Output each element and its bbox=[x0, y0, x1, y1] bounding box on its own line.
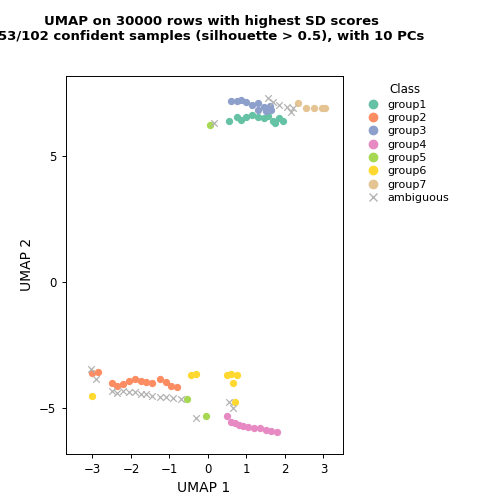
group2 bbox=[94, 368, 102, 376]
group1 bbox=[260, 114, 268, 122]
group4 bbox=[250, 424, 258, 432]
group7 bbox=[302, 104, 310, 112]
Legend: group1, group2, group3, group4, group5, group6, group7, ambiguous: group1, group2, group3, group4, group5, … bbox=[359, 81, 451, 205]
ambiguous bbox=[289, 104, 297, 112]
ambiguous bbox=[177, 395, 185, 403]
group4 bbox=[238, 422, 246, 430]
group1 bbox=[264, 112, 272, 120]
group2 bbox=[125, 376, 133, 385]
X-axis label: UMAP 1: UMAP 1 bbox=[177, 481, 231, 495]
ambiguous bbox=[125, 388, 133, 396]
group3 bbox=[248, 101, 256, 109]
group3 bbox=[260, 103, 268, 111]
group6 bbox=[231, 398, 239, 406]
ambiguous bbox=[225, 398, 233, 406]
group5 bbox=[202, 412, 210, 420]
ambiguous bbox=[137, 390, 145, 398]
group1 bbox=[242, 113, 250, 121]
group1 bbox=[233, 113, 241, 121]
group6 bbox=[227, 370, 235, 378]
ambiguous bbox=[283, 103, 291, 111]
ambiguous bbox=[287, 108, 295, 116]
ambiguous bbox=[264, 94, 272, 102]
ambiguous bbox=[108, 387, 116, 395]
group6 bbox=[233, 371, 241, 380]
ambiguous bbox=[275, 101, 283, 109]
group2 bbox=[131, 375, 139, 384]
group2 bbox=[88, 369, 96, 377]
group2 bbox=[113, 382, 121, 390]
group3 bbox=[254, 106, 262, 114]
group3 bbox=[268, 106, 276, 114]
group1 bbox=[237, 116, 245, 124]
group2 bbox=[108, 379, 116, 387]
group6 bbox=[229, 379, 237, 387]
group3 bbox=[242, 98, 250, 106]
ambiguous bbox=[148, 392, 156, 400]
ambiguous bbox=[87, 365, 95, 373]
group4 bbox=[256, 424, 264, 432]
group3 bbox=[262, 107, 270, 115]
Text: UMAP on 30000 rows with highest SD scores
53/102 confident samples (silhouette >: UMAP on 30000 rows with highest SD score… bbox=[0, 15, 425, 43]
group3 bbox=[237, 96, 245, 104]
group5 bbox=[206, 121, 214, 129]
group1 bbox=[279, 117, 287, 125]
group1 bbox=[225, 117, 233, 125]
ambiguous bbox=[229, 404, 237, 412]
group4 bbox=[273, 428, 281, 436]
group2 bbox=[137, 376, 145, 385]
group4 bbox=[244, 423, 253, 431]
group2 bbox=[148, 379, 156, 387]
group2 bbox=[173, 383, 181, 391]
ambiguous bbox=[156, 393, 164, 401]
group4 bbox=[231, 419, 239, 427]
group6 bbox=[88, 392, 96, 400]
group7 bbox=[310, 104, 318, 112]
ambiguous bbox=[142, 390, 150, 398]
group7 bbox=[322, 104, 330, 112]
group4 bbox=[268, 427, 276, 435]
group2 bbox=[167, 382, 175, 390]
group3 bbox=[266, 102, 274, 110]
group2 bbox=[162, 378, 170, 386]
ambiguous bbox=[210, 119, 218, 128]
ambiguous bbox=[162, 393, 170, 401]
group1 bbox=[275, 114, 283, 122]
group7 bbox=[318, 104, 326, 112]
group1 bbox=[254, 113, 262, 121]
ambiguous bbox=[169, 394, 177, 402]
group3 bbox=[254, 99, 262, 107]
group2 bbox=[156, 375, 164, 384]
group5 bbox=[183, 395, 191, 403]
group1 bbox=[271, 119, 279, 128]
group4 bbox=[227, 418, 235, 426]
group6 bbox=[223, 371, 231, 380]
ambiguous bbox=[113, 389, 121, 397]
ambiguous bbox=[193, 414, 201, 422]
group4 bbox=[235, 420, 243, 428]
ambiguous bbox=[270, 98, 278, 106]
group1 bbox=[270, 117, 278, 125]
ambiguous bbox=[119, 387, 128, 395]
ambiguous bbox=[92, 375, 100, 384]
group3 bbox=[227, 97, 235, 105]
group4 bbox=[262, 425, 270, 433]
group7 bbox=[294, 99, 302, 107]
group1 bbox=[248, 110, 256, 118]
group2 bbox=[119, 380, 128, 388]
group6 bbox=[193, 370, 201, 378]
group6 bbox=[186, 371, 195, 380]
group4 bbox=[223, 412, 231, 420]
group3 bbox=[233, 97, 241, 105]
group2 bbox=[142, 378, 150, 386]
ambiguous bbox=[131, 388, 139, 396]
Y-axis label: UMAP 2: UMAP 2 bbox=[20, 238, 34, 291]
